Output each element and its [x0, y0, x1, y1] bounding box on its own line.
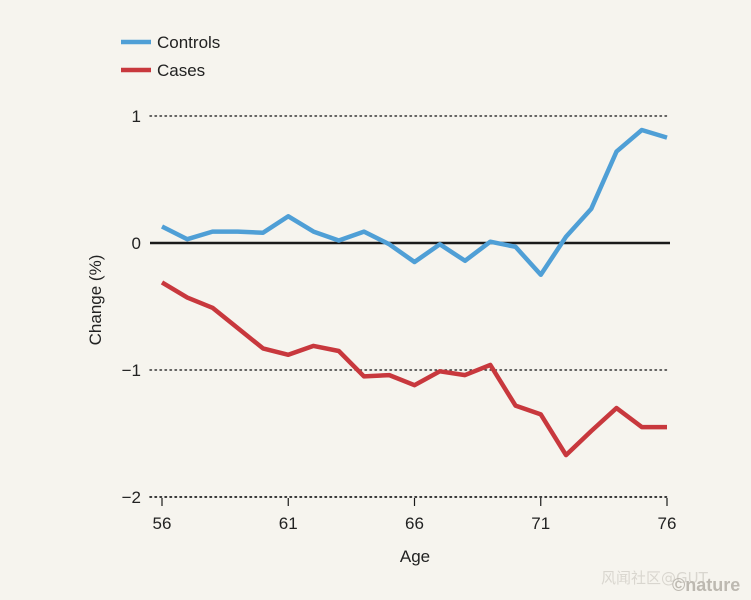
- legend-label-controls: Controls: [157, 33, 220, 52]
- x-tick-label: 71: [531, 514, 550, 533]
- legend: Controls Cases: [121, 33, 220, 80]
- grid-layer: [149, 115, 671, 498]
- y-tick-label: −1: [122, 361, 141, 380]
- series-line-cases: [160, 280, 667, 458]
- x-axis-title: Age: [400, 547, 430, 566]
- y-tick-label: 0: [132, 234, 141, 253]
- x-tick-label: 76: [658, 514, 677, 533]
- series-line-controls: [160, 127, 668, 278]
- y-tick-label: −2: [122, 488, 141, 507]
- y-tick-label: 1: [132, 107, 141, 126]
- publisher-logo: ©nature: [672, 575, 740, 595]
- y-axis-title: Change (%): [86, 255, 105, 346]
- legend-label-cases: Cases: [157, 61, 205, 80]
- axis-layer: 1 0 −1 −2 56 61 66 71 76: [122, 107, 677, 533]
- x-tick-label: 61: [279, 514, 298, 533]
- series-layer: [160, 127, 668, 458]
- x-tick-label: 56: [153, 514, 172, 533]
- watermark-text: 风闻社区@GUT: [601, 569, 709, 587]
- x-tick-label: 66: [405, 514, 424, 533]
